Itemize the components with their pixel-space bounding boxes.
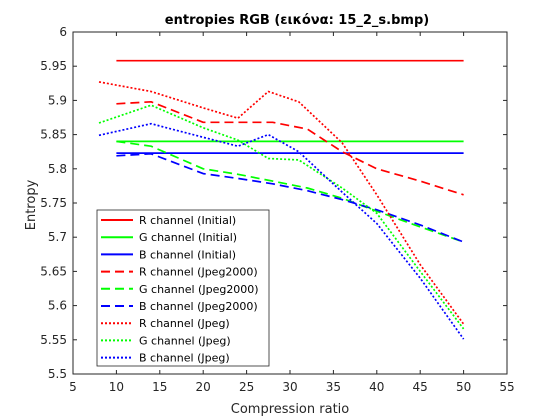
- legend: R channel (Initial) G channel (Initial) B …: [96, 209, 270, 367]
- series-line: [116, 140, 464, 243]
- y-tick-label: 5.65: [40, 264, 67, 278]
- legend-entry-label: R channel (Jpeg): [139, 317, 230, 330]
- x-tick-label: 10: [109, 380, 124, 394]
- y-tick-label: 5.85: [40, 128, 67, 142]
- x-tick-label: 35: [326, 380, 341, 394]
- tick-layer: 5 10 15 20 25 30 35 40 45 50 55 5.5 5.55 5.6 5.65 5.7 5.…: [40, 25, 514, 394]
- x-tick-label: 40: [369, 380, 384, 394]
- series-layer: [98, 59, 465, 340]
- y-tick-label: 5.7: [48, 230, 67, 244]
- series-line: [116, 100, 464, 196]
- x-tick-label: 45: [413, 380, 428, 394]
- legend-entry-label: B channel (Initial): [139, 248, 236, 261]
- y-tick-label: 5.75: [40, 196, 67, 210]
- y-tick-label: 5.5: [48, 367, 67, 381]
- legend-entry-label: R channel (Initial): [139, 214, 236, 227]
- x-tick-label: 15: [152, 380, 167, 394]
- series-line: [116, 152, 464, 243]
- y-tick-label: 5.6: [48, 299, 67, 313]
- series-line: [98, 122, 465, 340]
- y-axis-label: Entropy: [24, 179, 39, 230]
- series-line: [98, 81, 465, 325]
- x-tick-label: 20: [196, 380, 211, 394]
- y-tick-label: 5.8: [48, 162, 67, 176]
- series-line: [98, 104, 465, 330]
- x-tick-label: 55: [499, 380, 514, 394]
- x-tick-label: 50: [456, 380, 471, 394]
- y-tick-label: 5.95: [40, 59, 67, 73]
- legend-entry-label: G channel (Initial): [139, 231, 237, 244]
- x-tick-label: 30: [282, 380, 297, 394]
- legend-entry-label: G channel (Jpeg): [139, 334, 231, 347]
- x-axis-label: Compression ratio: [231, 402, 350, 417]
- x-tick-label: 25: [239, 380, 254, 394]
- y-tick-label: 6: [59, 25, 67, 39]
- legend-entry-label: G channel (Jpeg2000): [139, 283, 259, 296]
- legend-entry-label: R channel (Jpeg2000): [139, 266, 258, 279]
- x-tick-label: 5: [69, 380, 77, 394]
- y-tick-label: 5.55: [40, 333, 67, 347]
- y-tick-label: 5.9: [48, 93, 67, 107]
- legend-entry-label: B channel (Jpeg2000): [139, 300, 258, 313]
- legend-entry-label: B channel (Jpeg): [139, 352, 230, 365]
- chart-title: entropies RGB (εικόνα: 15_2_s.bmp): [165, 13, 429, 28]
